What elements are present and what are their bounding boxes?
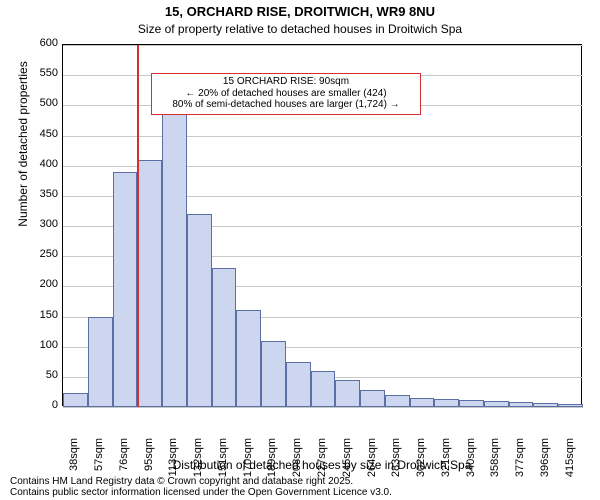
x-tick-label: 302sqm [415, 438, 427, 488]
footer-line: Contains public sector information licen… [10, 487, 392, 498]
x-tick-label: 340sqm [465, 438, 477, 488]
x-tick-label: 132sqm [192, 438, 204, 488]
bar [88, 317, 113, 408]
bar [137, 160, 162, 407]
bar [162, 108, 187, 407]
y-tick-label: 100 [30, 339, 58, 351]
bar [335, 380, 360, 407]
y-tick-label: 0 [30, 399, 58, 411]
annotation-line: 15 ORCHARD RISE: 90sqm [156, 76, 416, 88]
y-tick-label: 500 [30, 97, 58, 109]
bar [410, 398, 435, 407]
bar [558, 404, 583, 407]
bar [311, 371, 336, 407]
y-tick-label: 550 [30, 67, 58, 79]
x-tick-label: 283sqm [390, 438, 402, 488]
x-tick-label: 264sqm [366, 438, 378, 488]
x-tick-label: 189sqm [266, 438, 278, 488]
y-axis-label: Number of detached properties [16, 0, 30, 325]
bar [509, 402, 534, 407]
chart-container: { "title_main": "15, ORCHARD RISE, DROIT… [0, 0, 600, 500]
x-tick-label: 208sqm [291, 438, 303, 488]
x-tick-label: 415sqm [564, 438, 576, 488]
x-tick-label: 321sqm [440, 438, 452, 488]
x-tick-label: 57sqm [93, 438, 105, 488]
gridline-h [63, 45, 583, 46]
bar [484, 401, 509, 407]
x-tick-label: 396sqm [539, 438, 551, 488]
x-tick-label: 76sqm [118, 438, 130, 488]
chart-title-main: 15, ORCHARD RISE, DROITWICH, WR9 8NU [0, 4, 600, 19]
bar [385, 395, 410, 407]
y-tick-label: 350 [30, 188, 58, 200]
chart-title-sub: Size of property relative to detached ho… [0, 22, 600, 36]
annotation-line: 80% of semi-detached houses are larger (… [156, 99, 416, 111]
bar [360, 390, 385, 407]
annotation-line: ← 20% of detached houses are smaller (42… [156, 88, 416, 100]
plot-area: 15 ORCHARD RISE: 90sqm← 20% of detached … [62, 44, 582, 406]
x-tick-label: 95sqm [143, 438, 155, 488]
bar [459, 400, 484, 407]
x-tick-label: 151sqm [217, 438, 229, 488]
x-tick-label: 358sqm [489, 438, 501, 488]
x-tick-label: 377sqm [514, 438, 526, 488]
x-tick-label: 113sqm [167, 438, 179, 488]
y-tick-label: 150 [30, 309, 58, 321]
annotation-box: 15 ORCHARD RISE: 90sqm← 20% of detached … [151, 73, 421, 115]
gridline-h [63, 407, 583, 408]
x-tick-label: 170sqm [242, 438, 254, 488]
bar [533, 403, 558, 407]
x-tick-label: 38sqm [68, 438, 80, 488]
y-tick-label: 600 [30, 37, 58, 49]
bar [261, 341, 286, 407]
gridline-h [63, 136, 583, 137]
bar [236, 310, 261, 407]
bar [63, 393, 88, 407]
reference-marker-line [137, 45, 139, 407]
y-tick-label: 50 [30, 369, 58, 381]
bar [113, 172, 138, 407]
y-tick-label: 250 [30, 248, 58, 260]
y-tick-label: 450 [30, 128, 58, 140]
bar [434, 399, 459, 407]
x-tick-label: 245sqm [341, 438, 353, 488]
y-tick-label: 200 [30, 278, 58, 290]
bar [286, 362, 311, 407]
x-tick-label: 227sqm [316, 438, 328, 488]
y-tick-label: 400 [30, 158, 58, 170]
bar [187, 214, 212, 407]
y-tick-label: 300 [30, 218, 58, 230]
bar [212, 268, 237, 407]
